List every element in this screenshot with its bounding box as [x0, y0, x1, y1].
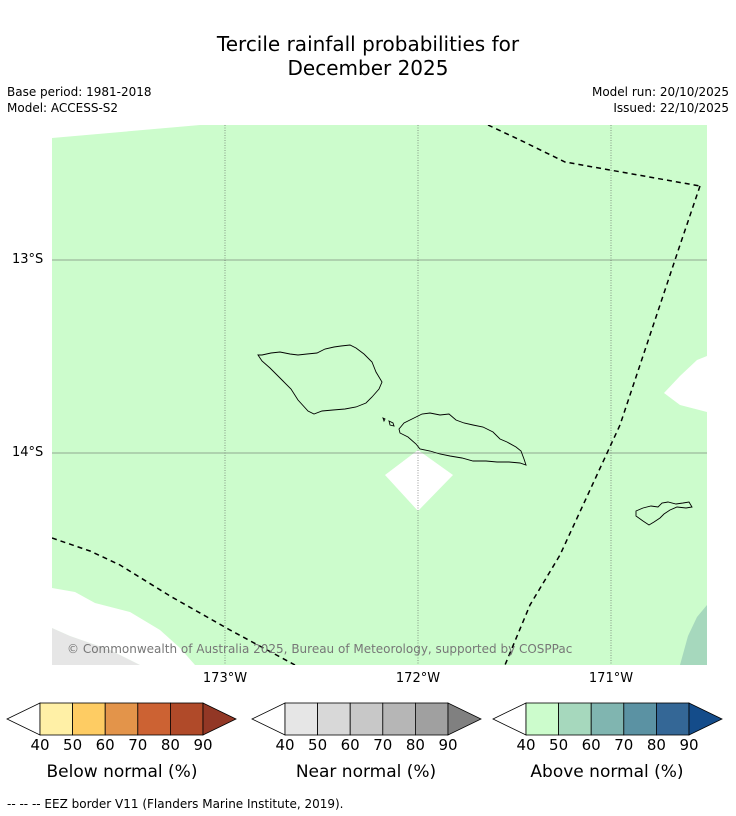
colorbar-1-tick-90: 90	[438, 736, 458, 754]
model-run: Model run: 20/10/2025	[591, 85, 729, 99]
colorbar-0-segment-1	[72, 702, 106, 736]
colorbar-1-tick-60: 60	[340, 736, 360, 754]
meta-right: Model run: 20/10/2025 Issued: 22/10/2025	[592, 84, 729, 116]
above-normal-50-60-region	[680, 605, 707, 665]
colorbar-2-tick-90: 90	[679, 736, 699, 754]
colorbar-1-tick-80: 80	[405, 736, 425, 754]
apolima-island	[382, 417, 386, 423]
lon-label-173w: 173°W	[202, 671, 248, 686]
colorbar-1-segment-1	[317, 702, 351, 736]
colorbar-2-tick-50: 50	[549, 736, 569, 754]
colorbar-1-high-extension	[447, 702, 482, 736]
lon-label-172w: 172°W	[395, 671, 441, 686]
colorbar-0-tick-90: 90	[193, 736, 213, 754]
colorbar-0-tick-40: 40	[30, 736, 50, 754]
map-title: Tercile rainfall probabilities for Decem…	[0, 32, 736, 80]
tutuila-island	[635, 501, 693, 526]
near-normal-label: Near normal (%)	[295, 762, 437, 782]
colorbar-1-segment-2	[349, 702, 384, 736]
base-period: Base period: 1981-2018	[7, 85, 152, 99]
issued-date: Issued: 22/10/2025	[613, 101, 729, 115]
eez-borders	[52, 125, 701, 665]
colorbar-0-segment-2	[104, 702, 139, 736]
manono-island	[388, 420, 395, 427]
colorbars	[6, 702, 723, 736]
colorbar-2-tick-70: 70	[614, 736, 634, 754]
below-normal-label: Below normal (%)	[46, 762, 198, 782]
colorbar-2-segment-4	[656, 702, 690, 736]
upolu-island	[398, 412, 527, 466]
colorbar-1-low-extension	[251, 702, 286, 736]
no-data-region-east	[664, 356, 707, 412]
no-data-region-southwest	[52, 588, 195, 665]
colorbar-0-segment-0	[39, 702, 73, 736]
colorbar-1-tick-40: 40	[275, 736, 295, 754]
no-data-diamond	[385, 450, 453, 511]
savaii-island	[257, 344, 383, 415]
colorbar-0-tick-50: 50	[63, 736, 83, 754]
colorbar-1-segment-0	[284, 702, 318, 736]
colorbar-2-tick-60: 60	[581, 736, 601, 754]
colorbar-1-segment-3	[382, 702, 416, 736]
island-coastlines	[257, 344, 693, 526]
meta-left: Base period: 1981-2018 Model: ACCESS-S2	[7, 84, 152, 116]
colorbar-0-high-extension	[202, 702, 237, 736]
title-line-1: Tercile rainfall probabilities for	[216, 32, 520, 56]
lat-label-13s: 13°S	[12, 252, 44, 267]
lat-label-14s: 14°S	[12, 445, 44, 460]
colorbar-1-tick-70: 70	[373, 736, 393, 754]
colorbar-2-segment-2	[590, 702, 625, 736]
eez-legend: -- -- -- EEZ border V11 (Flanders Marine…	[7, 797, 344, 811]
colorbar-0-segment-3	[137, 702, 171, 736]
colorbar-1-segment-4	[414, 702, 449, 736]
masked-region	[52, 628, 140, 665]
colorbar-1-tick-50: 50	[308, 736, 328, 754]
model-name: Model: ACCESS-S2	[7, 101, 119, 115]
colorbar-2-segment-0	[525, 702, 559, 736]
lon-label-171w: 171°W	[588, 671, 634, 686]
colorbar-0-tick-60: 60	[95, 736, 115, 754]
title-line-2: December 2025	[287, 56, 449, 80]
colorbar-0-tick-80: 80	[160, 736, 180, 754]
colorbar-2-tick-80: 80	[646, 736, 666, 754]
colorbar-2-tick-40: 40	[516, 736, 536, 754]
colorbar-0-segment-4	[169, 702, 204, 736]
colorbar-2-segment-3	[623, 702, 657, 736]
colorbar-2-high-extension	[688, 702, 723, 736]
colorbar-2-segment-1	[558, 702, 592, 736]
above-normal-label: Above normal (%)	[530, 762, 684, 782]
colorbar-2-low-extension	[492, 702, 527, 736]
colorbar-0-tick-70: 70	[128, 736, 148, 754]
colorbar-0-low-extension	[6, 702, 41, 736]
graticule	[52, 125, 707, 665]
copyright-notice: © Commonwealth of Australia 2025, Bureau…	[67, 642, 573, 656]
